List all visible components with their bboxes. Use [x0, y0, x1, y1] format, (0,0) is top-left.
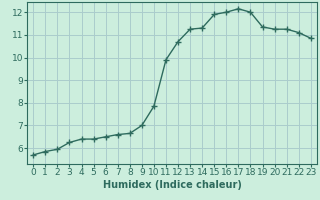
X-axis label: Humidex (Indice chaleur): Humidex (Indice chaleur) — [103, 180, 241, 190]
